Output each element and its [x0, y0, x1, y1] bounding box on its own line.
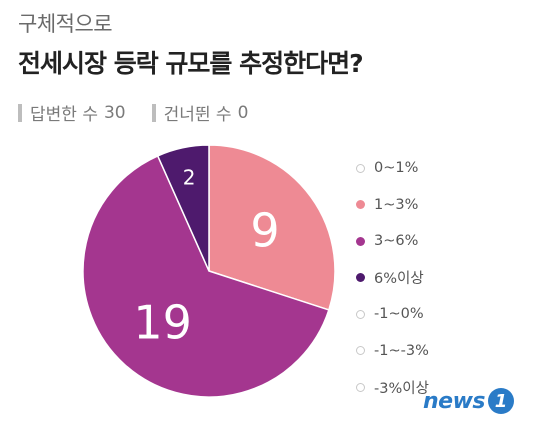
legend-item: 1~3%	[356, 187, 429, 224]
legend-marker	[356, 236, 365, 246]
response-stats: 답변한 수 30 건너뛴 수 0	[18, 100, 274, 125]
skipped-label: 건너뛴 수	[163, 105, 232, 125]
legend-label: 1~3%	[374, 196, 419, 213]
legend-item: 3~6%	[356, 223, 429, 260]
skipped-stat: 건너뛴 수 0	[151, 100, 249, 125]
legend-marker	[356, 309, 365, 319]
pie-slice-1	[208, 144, 336, 311]
stat-divider	[18, 103, 22, 122]
legend-item: -3%이상	[356, 369, 429, 406]
legend-marker	[356, 382, 365, 392]
legend-label: 3~6%	[374, 233, 419, 250]
chart-subtitle: 구체적으로	[18, 12, 113, 36]
legend-label: 6%이상	[374, 271, 424, 288]
legend-marker	[356, 200, 365, 210]
chart-legend: 0~1% 1~3% 3~6% 6%이상 -1~0% -1~-3% -3%이상	[356, 150, 429, 406]
logo-text: news	[423, 388, 486, 414]
legend-marker	[356, 346, 365, 356]
pie-slice-label-3: 2	[183, 165, 196, 189]
skipped-count: 0	[237, 102, 249, 123]
pie-slice-2	[82, 154, 330, 398]
legend-label: -1~-3%	[374, 342, 429, 359]
answered-label: 답변한 수	[30, 105, 98, 125]
legend-item: -1~0%	[356, 296, 429, 333]
stat-divider	[151, 103, 156, 122]
legend-label: -1~0%	[374, 306, 424, 323]
pie-slice-label-2: 19	[133, 295, 192, 349]
legend-marker	[356, 163, 365, 173]
answered-count: 30	[103, 102, 126, 123]
news1-logo: news 1	[423, 388, 515, 414]
chart-title: 전세시장 등락 규모를 추정한다면?	[18, 49, 364, 78]
legend-item: 6%이상	[356, 260, 429, 297]
legend-label: -3%이상	[374, 380, 429, 397]
legend-item: 0~1%	[356, 150, 429, 187]
pie-slice-label-1: 9	[250, 203, 279, 257]
legend-label: 0~1%	[374, 160, 419, 177]
legend-item: -1~-3%	[356, 333, 429, 370]
legend-marker	[356, 273, 365, 283]
answered-stat: 답변한 수 30	[18, 100, 126, 125]
logo-badge: 1	[488, 388, 515, 414]
pie-slice-3	[156, 144, 210, 272]
